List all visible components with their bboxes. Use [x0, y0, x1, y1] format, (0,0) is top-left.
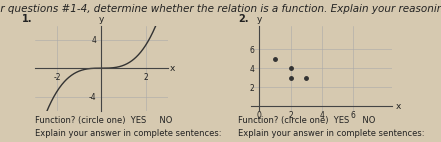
Text: 1.: 1. [22, 14, 33, 24]
Text: For questions #1-4, determine whether the relation is a function. Explain your r: For questions #1-4, determine whether th… [0, 4, 441, 14]
Text: Function? (circle one)  YES     NO: Function? (circle one) YES NO [35, 116, 173, 125]
Text: Explain your answer in complete sentences:: Explain your answer in complete sentence… [35, 129, 222, 138]
Text: x: x [170, 64, 175, 73]
Text: y: y [99, 15, 104, 24]
Text: x: x [396, 102, 401, 110]
Text: 2.: 2. [238, 14, 249, 24]
Text: Function? (circle one)  YES     NO: Function? (circle one) YES NO [238, 116, 376, 125]
Text: y: y [257, 15, 262, 24]
Text: Explain your answer in complete sentences:: Explain your answer in complete sentence… [238, 129, 425, 138]
